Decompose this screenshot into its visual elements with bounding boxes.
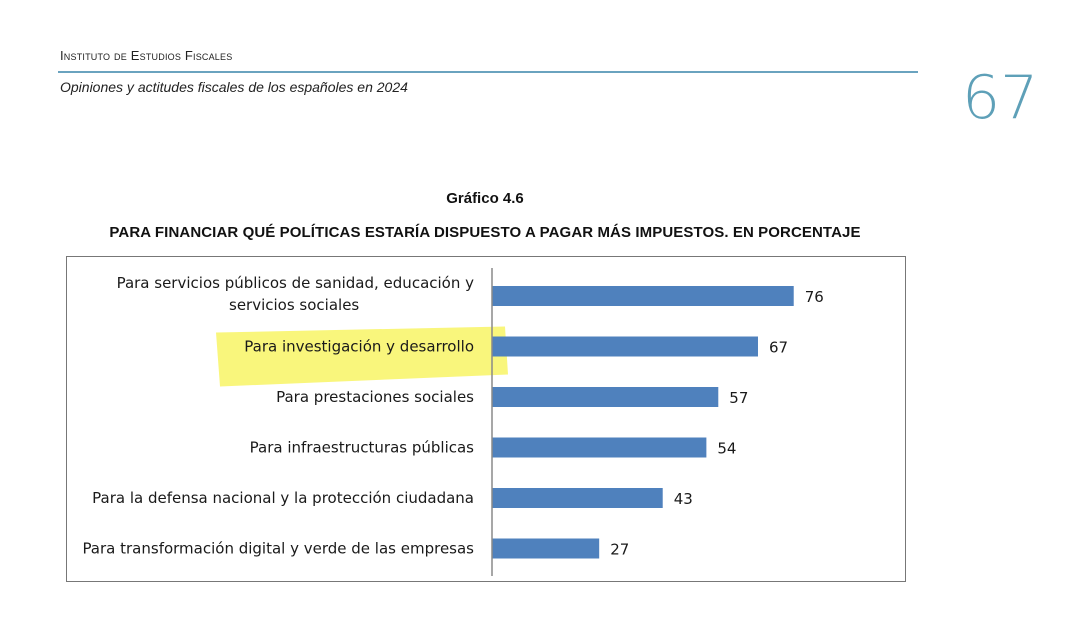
page-number: 67 [962,63,1039,133]
chart-frame [66,256,906,582]
institute-name: Instituto de Estudios Fiscales [60,48,233,63]
category-label: Para investigación y desarrollo [244,338,474,356]
data-label: 76 [805,288,824,306]
category-label: Para prestaciones sociales [276,388,474,406]
chart-title: PARA FINANCIAR QUÉ POLÍTICAS ESTARÍA DIS… [109,224,861,241]
bar [492,336,758,357]
bar [492,538,600,559]
highlight-marker [216,326,508,387]
data-label: 57 [729,389,748,407]
header-divider [58,71,918,73]
category-label: servicios sociales [229,296,359,314]
category-label: Para transformación digital y verde de l… [82,540,474,558]
data-label: 67 [769,339,788,357]
bar [492,286,794,306]
category-label: Para servicios públicos de sanidad, educ… [117,274,475,292]
bar [492,488,663,508]
data-label: 54 [717,440,736,458]
chart-number: Gráfico 4.6 [446,190,524,207]
bar [492,437,707,458]
category-label: Para infraestructuras públicas [250,439,475,457]
document-subtitle: Opiniones y actitudes fiscales de los es… [60,79,408,95]
data-label: 27 [610,541,629,559]
bar [492,387,719,407]
data-label: 43 [674,490,693,508]
category-label: Para la defensa nacional y la protección… [92,489,474,507]
